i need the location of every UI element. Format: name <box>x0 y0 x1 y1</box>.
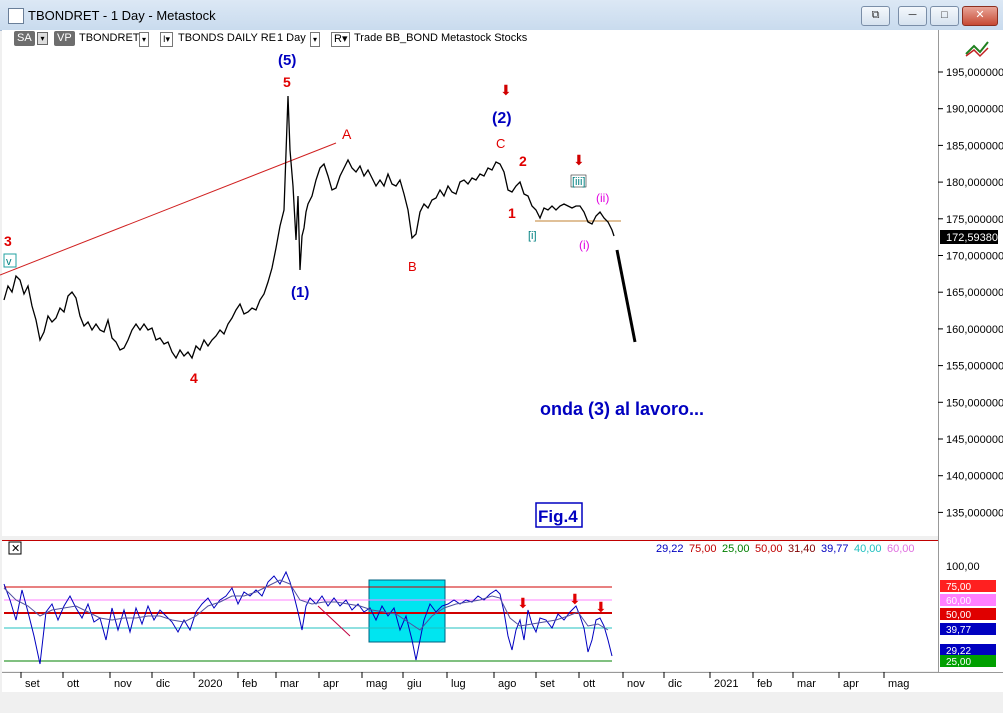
price-axis[interactable] <box>938 30 1003 675</box>
chevron-down-icon[interactable]: ▾ <box>139 32 150 47</box>
window-title: TBONDRET - 1 Day - Metastock <box>28 8 216 23</box>
status-bar <box>0 692 1003 713</box>
r-label: R <box>334 33 342 45</box>
minimize-button[interactable]: ─ <box>898 6 927 26</box>
date-axis <box>2 672 1003 693</box>
period-label[interactable]: 1 Day <box>277 32 306 44</box>
maximize-button[interactable]: □ <box>930 6 959 26</box>
security-icon[interactable]: I▾ <box>160 32 174 47</box>
chevron-down-icon[interactable]: ▾ <box>310 32 321 47</box>
price-chart-panel[interactable] <box>2 30 938 536</box>
chevron-down-icon[interactable]: ▾ <box>37 32 48 45</box>
close-button[interactable]: ✕ <box>962 6 998 26</box>
symbol-label[interactable]: TBONDRET <box>79 32 140 44</box>
layout-links[interactable]: Trade BB_BOND Metastock Stocks <box>354 32 528 44</box>
indicator-panel[interactable] <box>2 540 938 671</box>
app-icon[interactable] <box>8 8 24 24</box>
restore-button[interactable]: ⧉ <box>861 6 890 26</box>
chart-toolbar: SA ▾ VP TBONDRET ▾ I▾ TBONDS DAILY RE 1 … <box>0 30 938 48</box>
r-button[interactable]: R▾ <box>331 32 351 47</box>
window-titlebar: TBONDRET - 1 Day - Metastock ⧉ ─ □ ✕ <box>0 0 1003 31</box>
security-label[interactable]: TBONDS DAILY RE <box>178 32 277 44</box>
sa-button[interactable]: SA <box>14 31 35 46</box>
vp-button[interactable]: VP <box>54 31 75 46</box>
